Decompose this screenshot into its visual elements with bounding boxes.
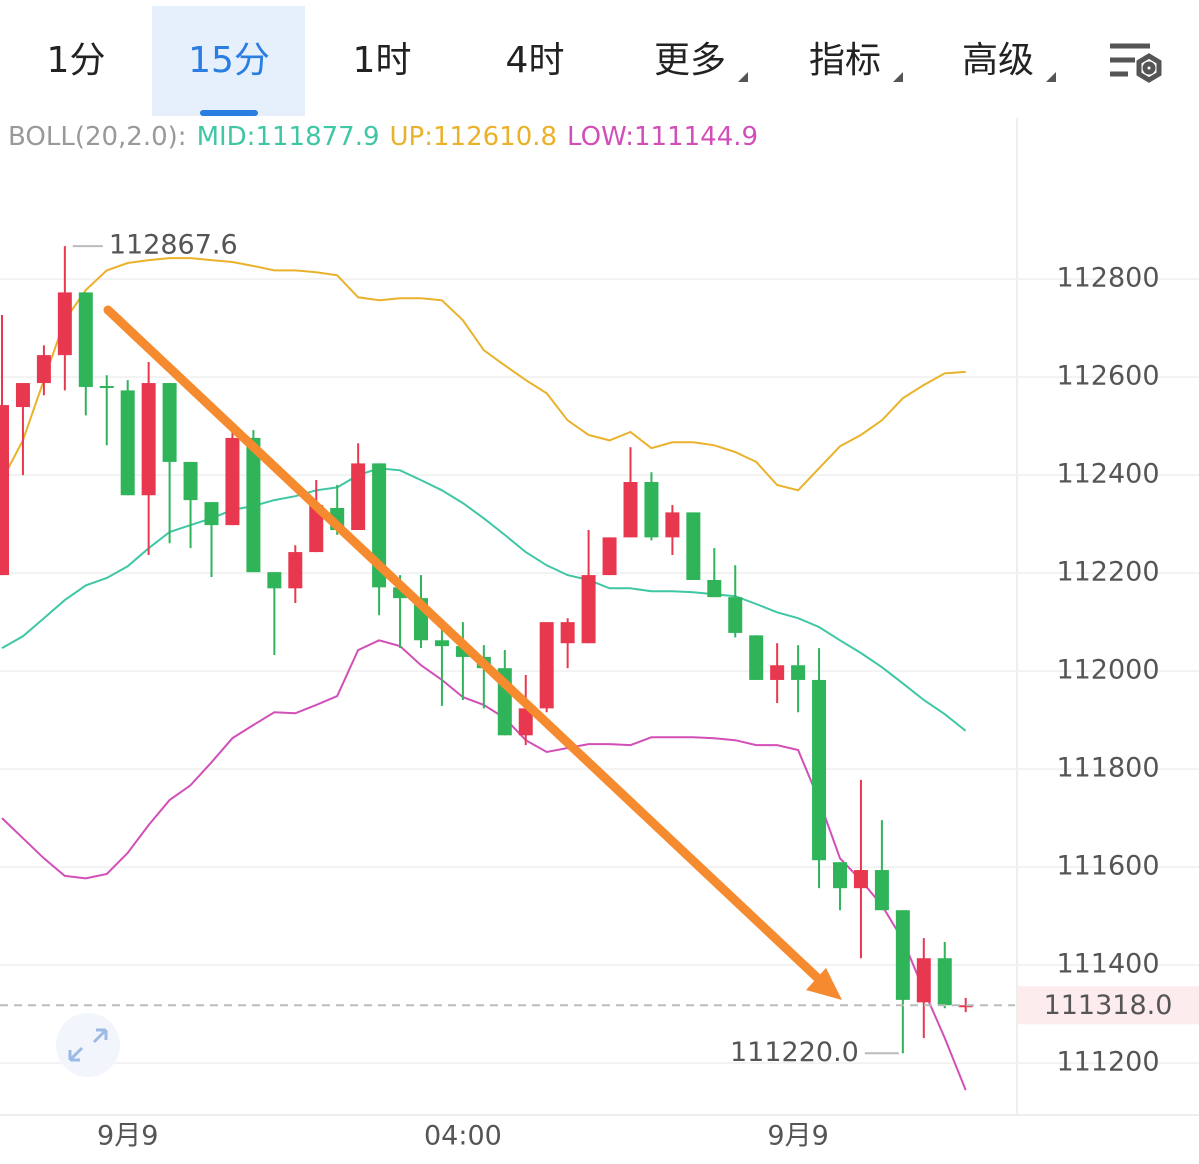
last-price-label: 111318.0 <box>1044 990 1173 1021</box>
candle-body <box>120 390 135 496</box>
legend-entry: LOW:111144.9 <box>567 122 758 152</box>
candle-body <box>623 482 638 538</box>
x-tick-label: 04:00 <box>424 1121 502 1152</box>
expand-button[interactable] <box>56 1013 120 1077</box>
candle-body <box>434 640 449 647</box>
candle-body <box>581 575 596 644</box>
candle-body <box>812 679 827 861</box>
candle-body <box>728 597 743 633</box>
y-tick-label: 111600 <box>1056 851 1159 882</box>
candle-body <box>0 405 9 576</box>
tab[interactable]: 更多 <box>654 40 726 81</box>
candle-body <box>204 502 219 526</box>
y-tick-label: 112600 <box>1056 361 1159 392</box>
candle-body <box>267 572 282 589</box>
y-tick-label: 111400 <box>1056 949 1159 980</box>
candle-body <box>749 635 764 680</box>
candle-body <box>895 910 910 1000</box>
candle-body <box>15 383 30 408</box>
candle-body <box>141 383 156 496</box>
last-price-box <box>1018 986 1199 1025</box>
candle-body <box>791 665 806 680</box>
candle-body <box>686 512 701 581</box>
grid: 111200 111400 111600 111800 112000 112200 1124… <box>0 263 1199 1152</box>
dropdown-caret <box>1046 72 1056 82</box>
candle-body <box>99 385 114 388</box>
candle-body <box>874 870 889 911</box>
y-tick-label: 112400 <box>1056 459 1159 490</box>
trend-arrow-head <box>806 968 842 1000</box>
high-marker-label: 112867.6 <box>109 230 238 261</box>
expand-icon <box>68 1028 108 1062</box>
settings-icon[interactable] <box>1110 43 1162 83</box>
candle-body <box>707 580 722 598</box>
tab[interactable]: 4时 <box>506 40 565 81</box>
tab[interactable]: 高级 <box>962 40 1034 81</box>
legend-entry: MID:111877.9 <box>197 122 380 152</box>
trend-arrow <box>103 305 830 990</box>
icon-dot <box>1142 61 1156 75</box>
tab[interactable]: 15分 <box>188 40 270 81</box>
candle-body <box>853 870 868 889</box>
candle-body <box>455 646 470 657</box>
active-tab-underline <box>200 110 258 116</box>
x-tick-label: 9月9 <box>767 1121 828 1152</box>
y-tick-label: 111800 <box>1056 753 1159 784</box>
candle-body <box>351 463 366 531</box>
candle-body <box>937 958 952 1006</box>
candle-body <box>57 292 72 356</box>
candle-body <box>518 708 533 736</box>
y-tick-label: 112000 <box>1056 655 1159 686</box>
tab[interactable]: 1时 <box>353 40 412 81</box>
x-tick-label: 9月9 <box>97 1121 158 1152</box>
icon-hex <box>1136 53 1162 83</box>
active-tab-bg <box>152 6 305 116</box>
candle-body <box>602 537 617 576</box>
tab[interactable]: 指标 <box>809 40 881 81</box>
candle-body <box>183 461 198 501</box>
candle-body <box>78 292 93 387</box>
candle-body <box>833 862 847 889</box>
candle-body <box>36 355 51 384</box>
tab[interactable]: 1分 <box>47 40 106 81</box>
expand-circle <box>56 1013 120 1077</box>
legend-entry: UP:112610.8 <box>390 122 558 152</box>
candle-body <box>162 383 177 462</box>
y-tick-label: 112200 <box>1056 557 1159 588</box>
tab-bar: 1分 15分 1时 4时 更多 指标 高级 <box>47 6 1056 116</box>
candle-body <box>288 552 303 589</box>
candle-body <box>393 587 408 599</box>
y-tick-label: 112800 <box>1056 263 1159 294</box>
legend-indicator: BOLL(20,2.0): <box>8 122 187 152</box>
candle-body <box>309 505 324 553</box>
candle-body <box>644 482 659 538</box>
boll-line <box>1 257 966 492</box>
candle-body <box>539 622 554 709</box>
candle-body <box>770 665 785 680</box>
candle-body <box>560 622 575 644</box>
annotations: 112867.6 111220.0 111318.0 <box>0 230 1199 1068</box>
boll-line <box>1 467 967 732</box>
candle-body <box>246 437 261 573</box>
candle-body <box>225 437 240 526</box>
candle-body <box>916 958 931 1003</box>
indicator-legend: BOLL(20,2.0): MID:111877.9 UP:112610.8 LOW:… <box>8 122 758 152</box>
y-tick-label: 111200 <box>1056 1047 1159 1078</box>
candle-body <box>958 1005 973 1008</box>
candle-body <box>665 512 680 538</box>
dropdown-caret <box>738 72 748 82</box>
low-marker-label: 111220.0 <box>730 1037 859 1068</box>
dropdown-caret <box>893 72 903 82</box>
